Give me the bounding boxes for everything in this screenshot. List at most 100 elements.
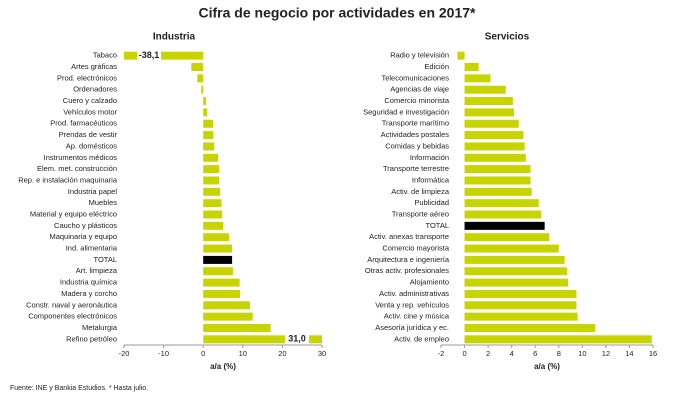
bar: [203, 165, 220, 174]
category-label: Maquinaria y equipo: [49, 232, 117, 241]
bar: [457, 51, 465, 60]
x-tick-label: 30: [318, 349, 326, 358]
x-tick-label: 14: [625, 349, 633, 358]
x-tick-label: -20: [119, 349, 130, 358]
bar: [203, 289, 241, 298]
category-label: Industria papel: [68, 187, 118, 196]
bar: [464, 63, 479, 72]
category-label: Informática: [412, 175, 450, 184]
bar: [464, 289, 577, 298]
category-label: Prod. farmacéuticos: [50, 119, 117, 128]
bar: [203, 267, 233, 276]
category-label: Ind. alimentaria: [66, 244, 118, 253]
category-label: Instrumentos médicos: [44, 153, 118, 162]
category-label: Rep. e instalación maquinaria: [18, 175, 118, 184]
category-label: Tabaco: [93, 51, 117, 60]
bar: [197, 74, 204, 83]
category-label: Radio y televisión: [390, 51, 449, 60]
x-axis-title: a/a (%): [210, 362, 236, 371]
bar: [203, 176, 220, 185]
bar: [203, 323, 271, 332]
value-label: -38,1: [139, 50, 160, 60]
bar: [464, 335, 652, 344]
category-label: Transporte terrestre: [383, 164, 449, 173]
x-tick-label: 0: [201, 349, 205, 358]
bar: [191, 63, 204, 72]
category-label: Venta y rep. vehículos: [375, 300, 449, 309]
bars: [457, 51, 652, 344]
bar: [124, 51, 204, 60]
bar: [203, 153, 219, 162]
subplot-title: Servicios: [485, 32, 530, 43]
bar: [464, 142, 525, 151]
bar: [203, 312, 253, 321]
bar: [203, 301, 250, 310]
bar: [464, 97, 513, 106]
bar: [464, 323, 596, 332]
category-label: Industria química: [60, 278, 118, 287]
bar: [203, 199, 222, 208]
bar: [464, 221, 545, 230]
bar: [203, 233, 229, 242]
value-label: 31,0: [288, 334, 306, 344]
category-label: Vehículos motor: [63, 107, 117, 116]
bar: [464, 267, 568, 276]
bar: [201, 85, 204, 94]
category-label: Comercio minorista: [384, 96, 449, 105]
bar: [203, 97, 206, 106]
category-label: Componentes electrónicos: [28, 312, 117, 321]
chart-title: Cifra de negocio por actividades en 2017…: [199, 5, 477, 21]
bar: [203, 244, 233, 253]
bar: [464, 176, 531, 185]
bar: [464, 131, 524, 140]
category-label: Madera y corcho: [61, 289, 117, 298]
category-label: Artes gráficas: [71, 62, 117, 71]
category-label: Material y equipo eléctrico: [30, 210, 117, 219]
category-label: Asesoría jurídica y ec.: [375, 323, 449, 332]
category-label: Edición: [424, 62, 449, 71]
category-label: TOTAL: [426, 221, 449, 230]
x-tick-label: 0: [462, 349, 466, 358]
category-label: Activ. cine y música: [384, 312, 450, 321]
bar: [464, 153, 526, 162]
category-label: Elem. met. construcción: [37, 164, 117, 173]
category-label: Telecomunicaciones: [381, 73, 449, 82]
bar: [464, 233, 550, 242]
bar: [464, 85, 506, 94]
category-label: Ordenadores: [73, 85, 117, 94]
bar: [464, 210, 542, 219]
category-label: Caucho y plásticos: [54, 221, 117, 230]
bar: [203, 187, 221, 196]
label-bg: [285, 334, 309, 345]
bar: [464, 255, 565, 264]
bar: [464, 108, 515, 117]
x-tick-label: 12: [602, 349, 610, 358]
category-label: Seguridad e investigación: [363, 107, 449, 116]
bar: [464, 165, 531, 174]
subplot-title: Industria: [153, 32, 196, 43]
x-axis-title: a/a (%): [534, 362, 560, 371]
bar: [203, 278, 240, 287]
category-label: Publicidad: [414, 198, 449, 207]
category-label: Activ. de empleo: [394, 334, 449, 343]
bar: [464, 119, 519, 128]
x-tick-label: 8: [557, 349, 561, 358]
category-label: Refino petróleo: [66, 334, 117, 343]
x-tick-label: 10: [239, 349, 247, 358]
bar: [203, 119, 214, 128]
category-label: Información: [410, 153, 449, 162]
bar: [464, 74, 491, 83]
x-tick-label: 20: [278, 349, 286, 358]
bar: [203, 255, 233, 264]
bar: [203, 335, 322, 344]
bar: [464, 244, 559, 253]
category-label: Otras activ. profesionales: [365, 266, 449, 275]
category-label: Prod. electrónicos: [57, 73, 117, 82]
x-tick-label: 4: [510, 349, 514, 358]
source-note: Fuente: INE y Bankia Estudios. * Hasta j…: [10, 385, 148, 392]
bar: [464, 312, 578, 321]
bar: [464, 301, 577, 310]
category-label: Agencias de viaje: [390, 85, 449, 94]
category-label: Prendas de vestir: [59, 130, 118, 139]
